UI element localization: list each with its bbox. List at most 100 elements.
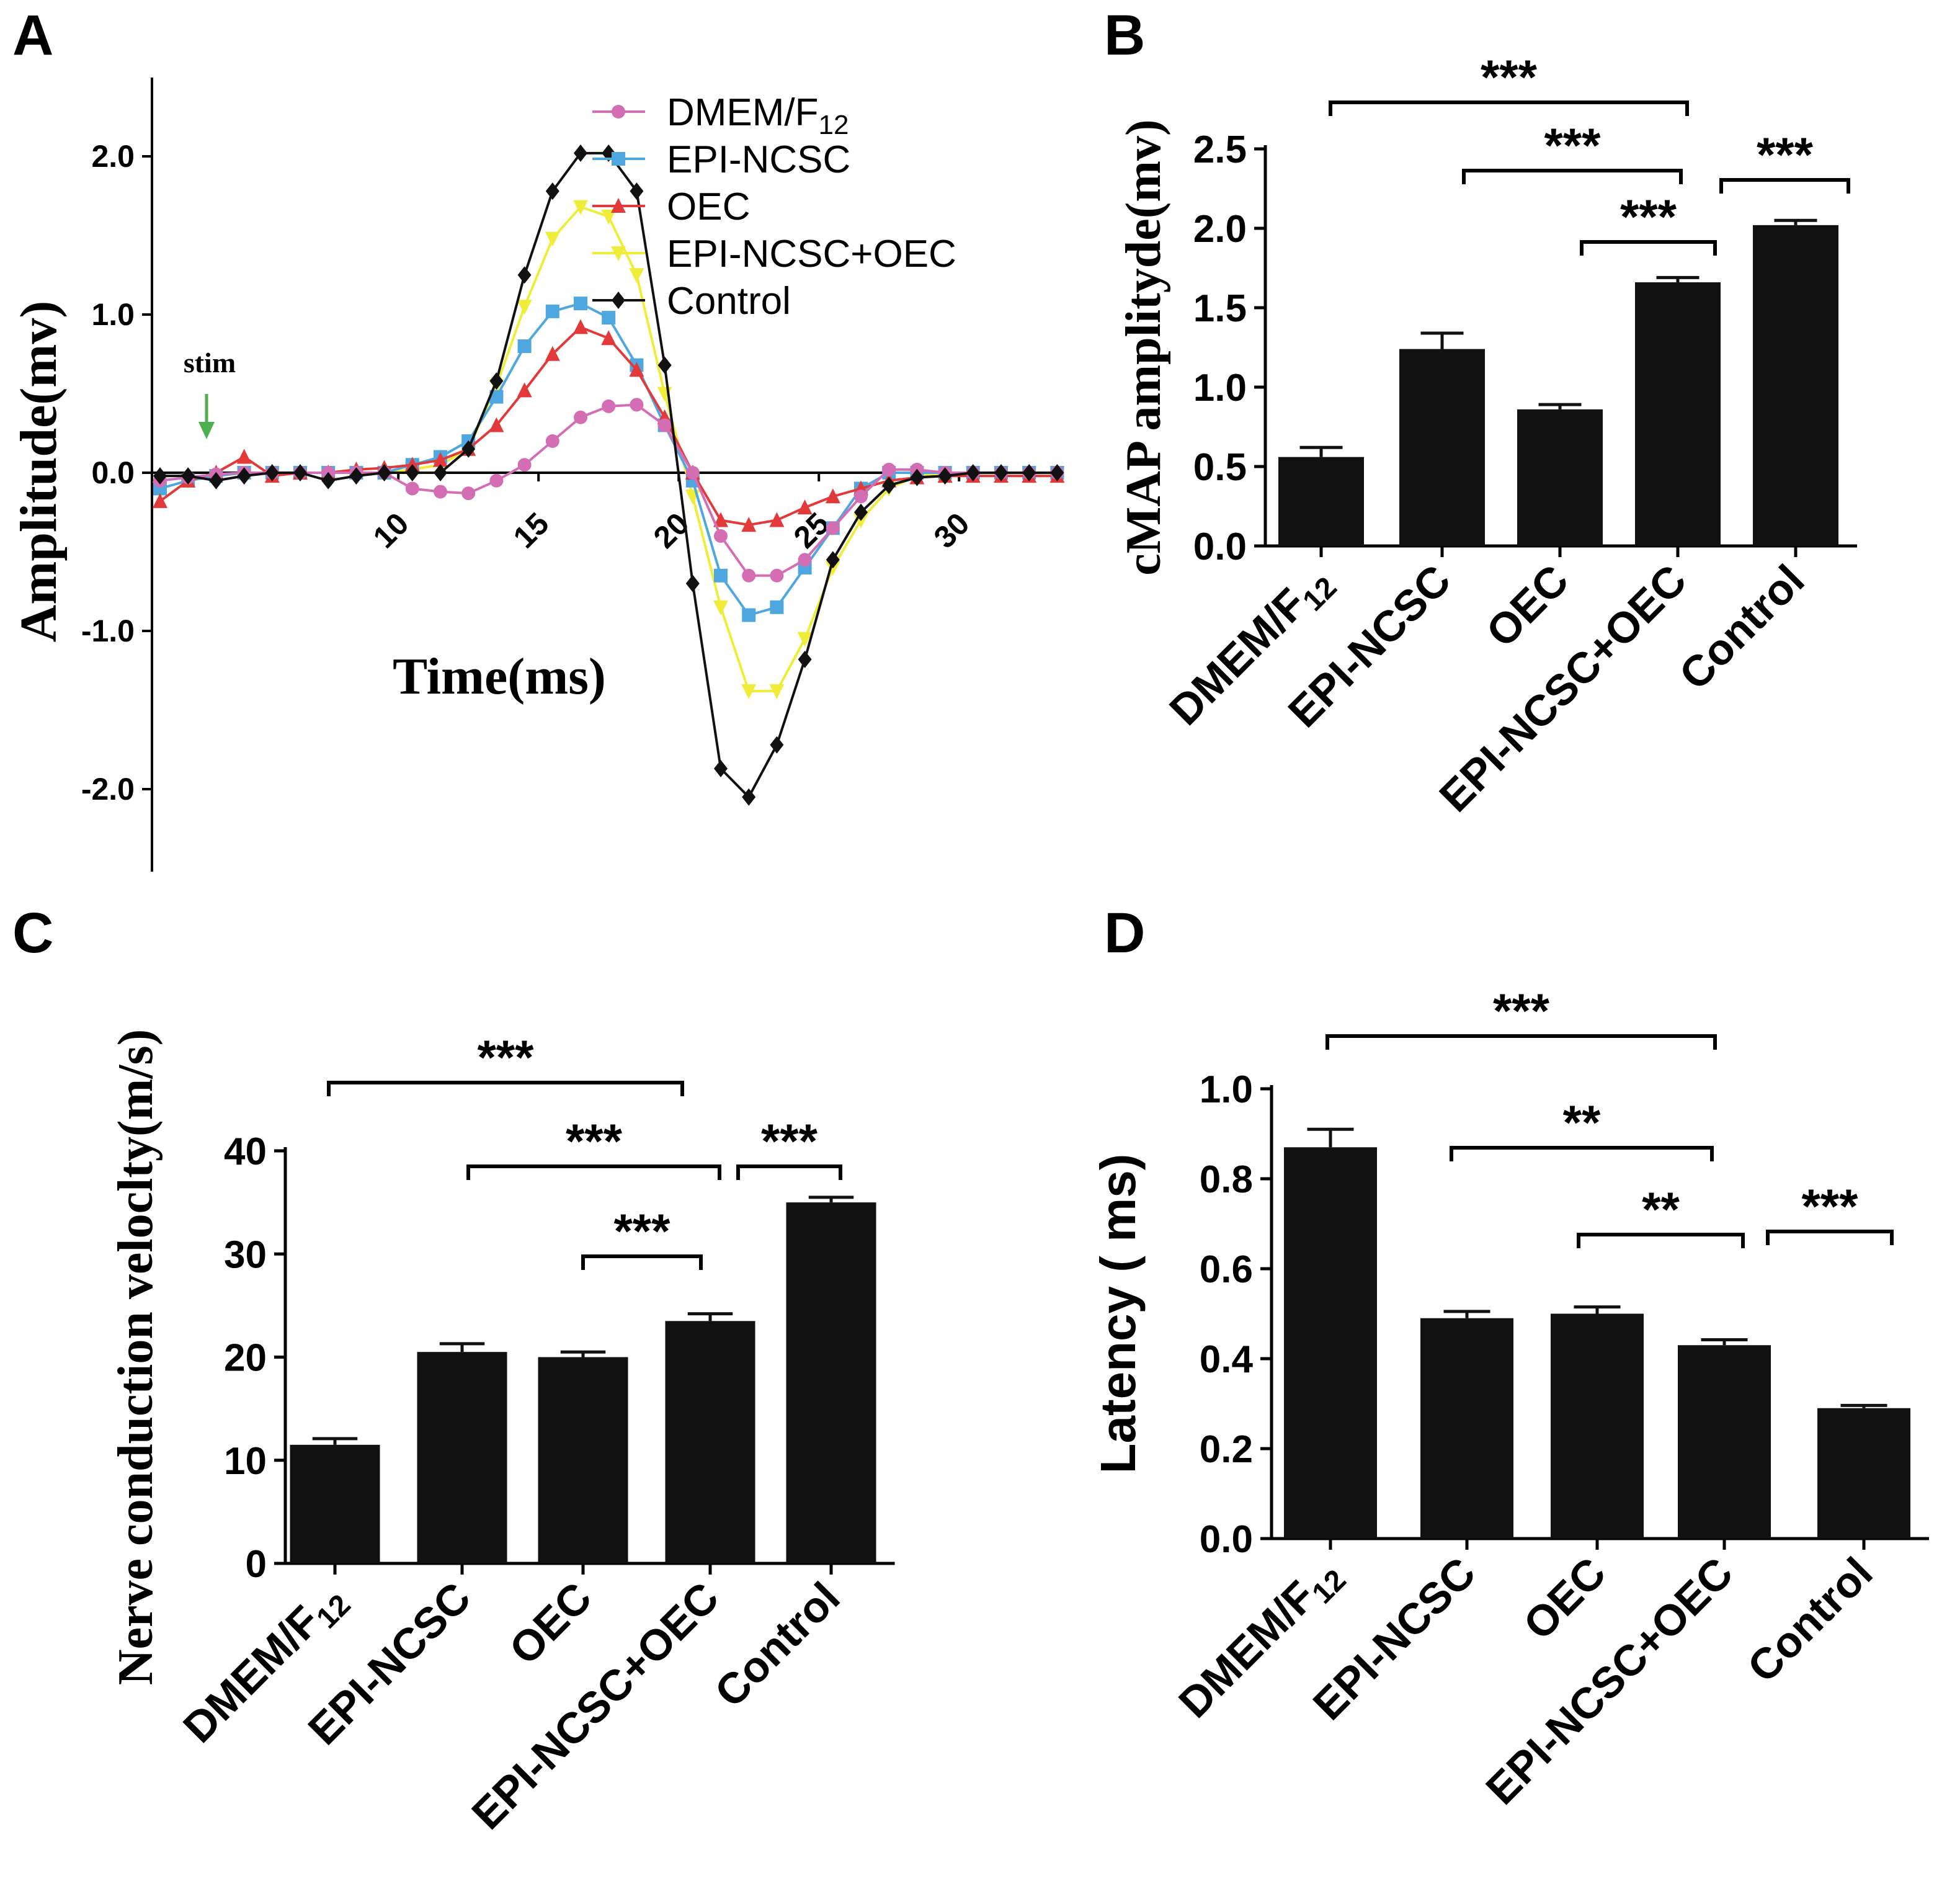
data-point [573,319,588,334]
significance-bracket [581,1254,703,1270]
data-point [685,466,700,480]
data-point [713,600,728,615]
bar [417,1352,507,1563]
significance-bracket [1577,1233,1745,1248]
data-point [714,759,728,777]
bar [538,1357,628,1563]
data-point [882,462,896,476]
data-point [910,468,924,486]
data-point [630,182,644,200]
legend-label: DMEM/F12 [667,91,849,140]
significance-bracket [1766,1230,1894,1245]
series-epi-ncsc [153,297,1064,622]
y-axis-title: Latency ( ms) [1090,1154,1146,1474]
data-point [769,684,785,699]
legend-label: EPI-NCSC [667,138,850,181]
data-point [742,788,756,806]
x-tick-label: EPI-NCSC [1279,555,1460,736]
significance-bracket [736,1164,842,1180]
data-point [601,209,617,225]
data-point [770,600,784,614]
y-tick-label: 2.5 [1193,128,1247,171]
data-point [826,521,840,535]
legend-marker [611,198,626,213]
data-point [489,417,504,432]
y-tick-label: 1.0 [1193,367,1247,409]
data-point [826,551,840,569]
data-point [742,568,756,583]
data-point [545,434,559,448]
bar [1635,282,1721,546]
y-tick-label: 0.0 [1193,525,1247,568]
data-point [574,297,587,311]
significance-bracket [466,1164,721,1180]
data-point [489,390,504,404]
x-tick-label: EPI-NCSC+OEC [1477,1548,1742,1813]
x-tick-label: 10 [367,506,416,555]
y-axis-title: Amplitude(mv) [10,301,68,643]
data-point [181,467,195,485]
data-point [882,476,896,494]
data-point [630,398,644,412]
legend-label: Control [667,280,791,323]
data-point [461,440,476,458]
data-point [685,574,700,592]
significance-label: *** [1481,50,1538,104]
data-point [574,144,587,162]
y-tick-label: 2.0 [91,139,135,174]
data-point [153,467,167,485]
data-point [517,300,532,315]
x-tick-label: 30 [927,506,976,555]
significance-label: *** [477,1030,534,1084]
data-point [377,464,391,481]
y-tick-label: 2.0 [1193,208,1247,251]
data-point [1050,464,1064,481]
data-point [938,467,952,485]
significance-label: *** [1801,1179,1858,1233]
data-point [714,568,728,583]
x-tick-label: Control [1739,1548,1882,1691]
x-tick-label: 15 [507,506,556,555]
x-axis-title: Time(ms) [393,648,606,705]
bar [786,1202,876,1563]
data-point [517,458,532,472]
data-point [545,182,559,200]
data-point [517,339,532,353]
bar [1420,1318,1513,1539]
significance-label: *** [1493,983,1550,1038]
y-tick-label: 0.6 [1200,1248,1253,1291]
significance-bracket [1329,101,1689,116]
y-axis-title: Nerve conduction veloclty(m/s) [109,1029,163,1686]
data-point [713,512,728,527]
data-point [517,266,532,284]
significance-bracket [1325,1034,1717,1050]
series-line [159,302,1058,617]
data-point [994,464,1008,481]
data-point [265,464,279,481]
y-tick-label: 0.2 [1200,1428,1253,1471]
data-point [657,418,672,432]
data-point [741,517,757,532]
legend-label: EPI-NCSC+OEC [667,233,956,275]
data-point [741,684,757,699]
series-line [159,326,1058,527]
x-tick-label: Control [1670,555,1814,699]
y-tick-label: 30 [224,1233,267,1276]
data-point [545,346,560,361]
data-point [293,464,307,481]
data-point [545,231,560,247]
bar [1399,349,1485,546]
series-dmem-f [153,398,1064,583]
bar [1551,1313,1644,1539]
data-point [629,268,644,284]
significance-bracket [1450,1146,1714,1161]
significance-label: *** [761,1114,818,1168]
data-point [966,464,980,481]
data-point [573,200,588,215]
significance-bracket [1580,240,1717,256]
data-point [405,464,419,481]
data-point [461,486,476,501]
